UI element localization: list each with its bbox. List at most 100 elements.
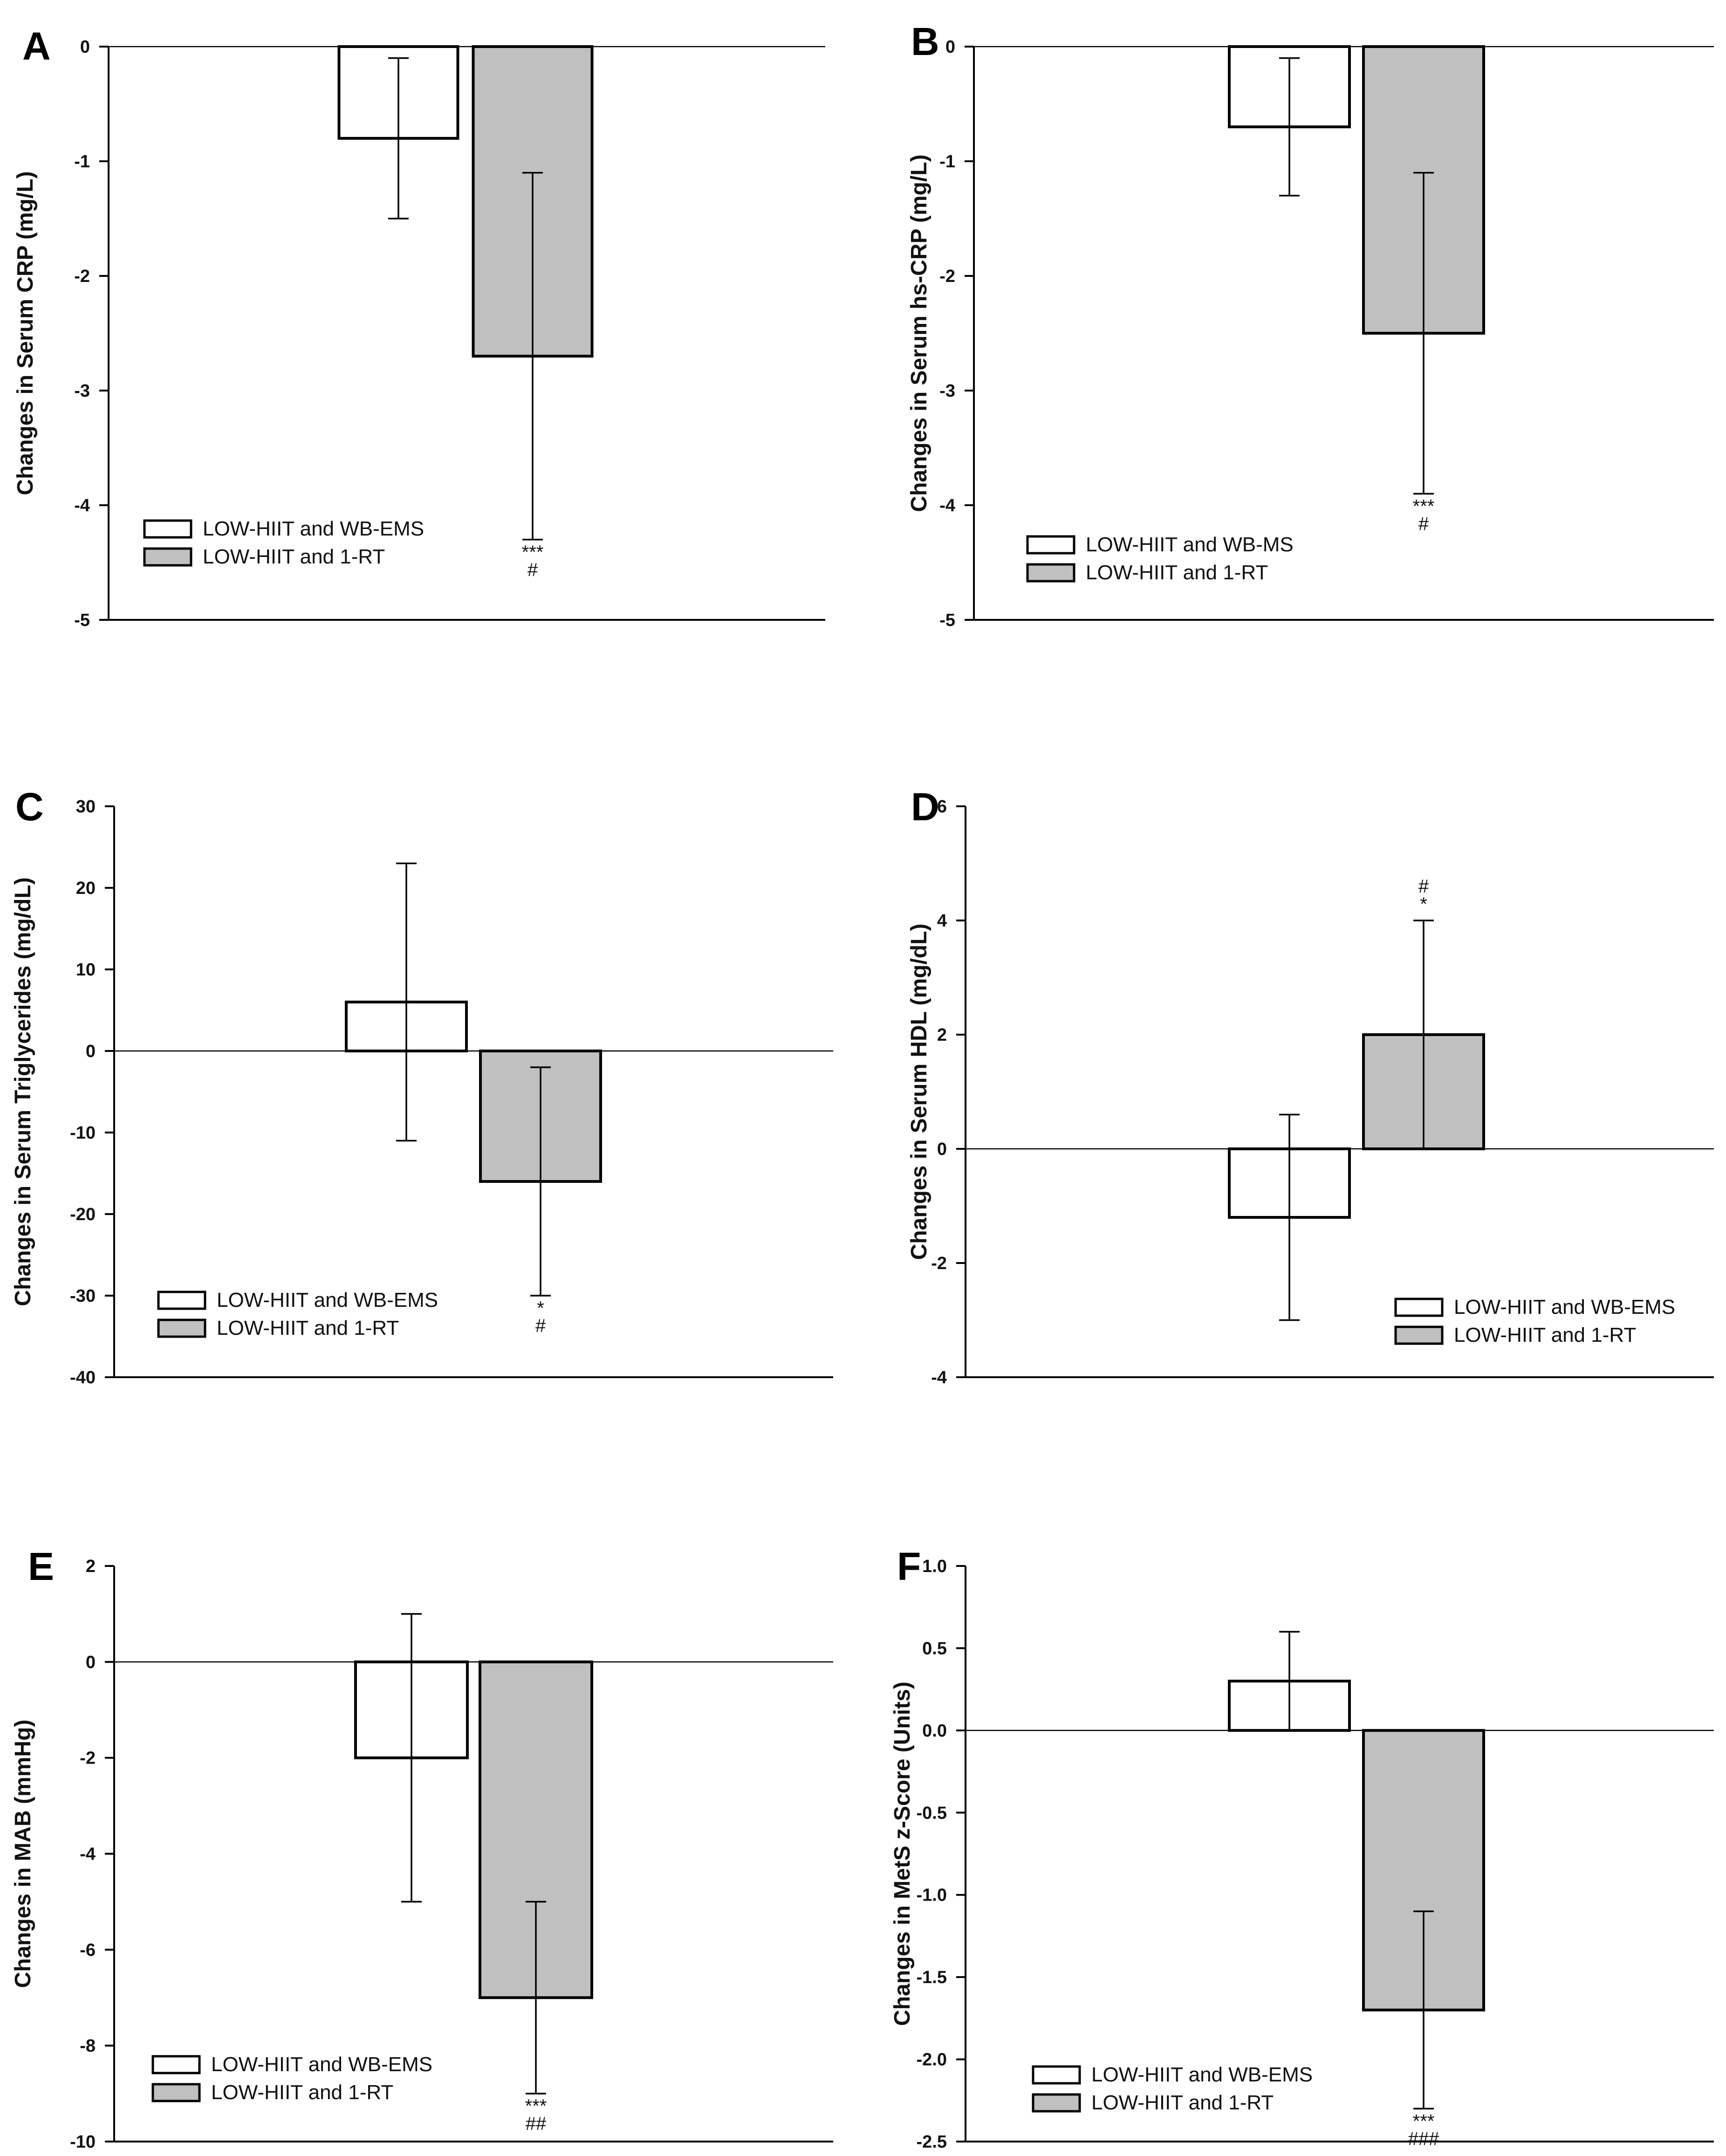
legend-swatch xyxy=(1032,2093,1081,2113)
panel-C: C 30 20 10 0 -10 -20 -30 -40 Changes in Serum Tri… xyxy=(11,785,833,1387)
legend-label: LOW-HIIT and WB-EMS xyxy=(203,517,424,540)
legend-swatch xyxy=(1394,1298,1444,1317)
y-axis-label: Changes in Serum hs-CRP (mg/L) xyxy=(907,154,931,512)
y-tick-label: 0 xyxy=(80,37,90,57)
legend-label: LOW-HIIT and WB-EMS xyxy=(211,2053,432,2076)
y-tick-label: -4 xyxy=(931,1368,947,1387)
significance-label: * xyxy=(537,1298,544,1318)
legend-label: LOW-HIIT and 1-RT xyxy=(1454,1324,1636,1346)
y-tick-label: -4 xyxy=(74,496,90,515)
y-tick-label: -1.5 xyxy=(917,1968,947,1987)
legend-label: LOW-HIIT and WB-EMS xyxy=(1454,1296,1675,1318)
y-tick-label: 2 xyxy=(937,1025,947,1045)
y-tick-label: -20 xyxy=(70,1205,96,1224)
y-tick-label: -40 xyxy=(70,1368,96,1387)
y-tick-label: -2.0 xyxy=(917,2050,947,2070)
legend: LOW-HIIT and WB-EMS LOW-HIIT and 1-RT xyxy=(143,517,424,568)
y-tick-label: 1.0 xyxy=(922,1557,947,1576)
y-tick-label: -8 xyxy=(80,2036,96,2056)
panel-letter: D xyxy=(911,785,939,829)
y-tick-label: 4 xyxy=(937,911,947,931)
y-tick-label: 2 xyxy=(86,1557,96,1576)
panel-E: E 2 0 -2 -4 -6 -8 -10 Changes in MAB (mmHg) ***##… xyxy=(11,1545,833,2152)
significance-label: # xyxy=(527,560,538,580)
y-tick-label: -1 xyxy=(939,152,955,172)
legend: LOW-HIIT and WB-EMS LOW-HIIT and 1-RT xyxy=(1032,2063,1313,2114)
significance-label: *** xyxy=(1413,496,1435,516)
y-tick-label: -1 xyxy=(74,152,90,172)
y-axis-label: Changes in Serum HDL (mg/dL) xyxy=(907,924,931,1260)
y-tick-label: 20 xyxy=(76,879,96,898)
significance-label: ## xyxy=(526,2114,547,2134)
y-axis-label: Changes in Serum CRP (mg/L) xyxy=(13,171,38,495)
significance-label: ### xyxy=(1408,2129,1439,2149)
y-tick-label: -2 xyxy=(931,1254,947,1273)
y-tick-label: -2 xyxy=(80,1749,96,1768)
panel-F: F 1.0 0.5 0.0 -0.5 -1.0 -1.5 -2.0 -2.5 Changes in… xyxy=(890,1545,1714,2152)
y-tick-label: 10 xyxy=(76,960,96,980)
panel-letter: F xyxy=(897,1545,921,1588)
legend-label: LOW-HIIT and WB-MS xyxy=(1086,533,1294,556)
y-tick-label: -3 xyxy=(74,381,90,401)
y-tick-label: -3 xyxy=(939,381,955,401)
legend-swatch xyxy=(143,519,192,539)
y-tick-label: -5 xyxy=(74,611,90,630)
y-tick-label: 0 xyxy=(86,1653,96,1672)
significance-label: # xyxy=(1418,876,1429,897)
legend-label: LOW-HIIT and 1-RT xyxy=(217,1317,399,1339)
panel-letter: B xyxy=(911,20,939,63)
legend-label: LOW-HIIT and 1-RT xyxy=(203,545,385,568)
legend-label: LOW-HIIT and 1-RT xyxy=(211,2081,393,2104)
y-axis-label: Changes in Serum Triglycerides (mg/dL) xyxy=(11,877,35,1306)
y-axis-label: Changes in MetS z-Score (Units) xyxy=(890,1682,915,2026)
y-tick-label: 0 xyxy=(945,37,955,57)
legend-swatch xyxy=(1026,563,1075,583)
panel-B: B 0 -1 -2 -3 -4 -5 Changes in Serum hs-CRP (mg/… xyxy=(907,20,1714,630)
y-tick-label: 0 xyxy=(937,1140,947,1159)
legend-swatch xyxy=(151,2055,201,2074)
legend-swatch xyxy=(157,1318,206,1338)
y-tick-label: -6 xyxy=(80,1940,96,1960)
y-tick-label: -30 xyxy=(70,1286,96,1306)
legend-label: LOW-HIIT and WB-EMS xyxy=(1091,2063,1313,2086)
legend: LOW-HIIT and WB-EMS LOW-HIIT and 1-RT xyxy=(1394,1296,1675,1346)
panel-A: A 0 -1 -2 -3 -4 -5 Changes in Serum CRP (mg/L) *… xyxy=(13,24,825,630)
y-tick-label: -2.5 xyxy=(917,2132,947,2152)
panel-D: D6 4 2 0 -2 -4 Changes in Serum HDL (mg/dL) #* L… xyxy=(907,785,1714,1387)
y-tick-label: -2 xyxy=(939,267,955,286)
y-tick-label: -10 xyxy=(70,1123,96,1143)
y-tick-label: 6 xyxy=(937,797,947,817)
y-tick-label: -4 xyxy=(939,496,955,515)
panel-letter: E xyxy=(28,1545,54,1588)
significance-label: *** xyxy=(522,542,544,563)
y-tick-label: -10 xyxy=(70,2132,96,2152)
y-tick-label: -2 xyxy=(74,267,90,286)
significance-label: *** xyxy=(525,2096,547,2116)
significance-label: * xyxy=(1420,894,1427,914)
y-tick-label: -5 xyxy=(939,611,955,630)
y-tick-label: 0 xyxy=(86,1042,96,1061)
panel-letter: C xyxy=(15,785,44,829)
y-tick-label: 30 xyxy=(76,797,96,817)
legend-label: LOW-HIIT and 1-RT xyxy=(1091,2091,1274,2114)
legend-label: LOW-HIIT and 1-RT xyxy=(1086,561,1268,584)
y-tick-label: -0.5 xyxy=(917,1803,947,1823)
significance-label: # xyxy=(535,1316,546,1336)
legend-swatch xyxy=(1032,2065,1081,2085)
significance-label: *** xyxy=(1413,2111,1435,2131)
legend-label: LOW-HIIT and WB-EMS xyxy=(217,1289,438,1311)
y-tick-label: -1.0 xyxy=(917,1886,947,1905)
legend-swatch xyxy=(1394,1325,1444,1345)
y-tick-label: -4 xyxy=(80,1845,96,1864)
panel-letter: A xyxy=(22,24,51,68)
y-tick-label: 0.0 xyxy=(922,1721,947,1741)
legend-swatch xyxy=(157,1291,206,1310)
legend: LOW-HIIT and WB-MS LOW-HIIT and 1-RT xyxy=(1026,533,1294,584)
legend-swatch xyxy=(151,2083,201,2102)
legend-swatch xyxy=(1026,535,1075,555)
legend-swatch xyxy=(143,547,192,567)
y-tick-label: 0.5 xyxy=(922,1639,947,1658)
significance-label: # xyxy=(1418,514,1429,534)
legend: LOW-HIIT and WB-EMS LOW-HIIT and 1-RT xyxy=(157,1289,438,1339)
